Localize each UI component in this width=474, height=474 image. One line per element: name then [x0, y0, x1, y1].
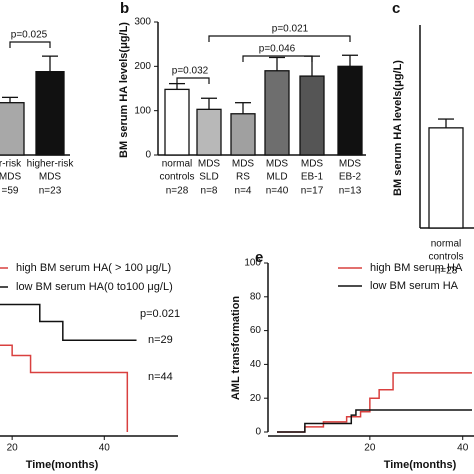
x-tick-label: 40 [457, 443, 469, 454]
n-label: n=40 [266, 186, 289, 197]
bar [164, 88, 190, 156]
y-tick-label: 0 [145, 150, 151, 161]
x-tick-label: controls [428, 252, 463, 263]
x-axis-label: Time(months) [384, 459, 457, 471]
y-axis-label: AML transformation [230, 296, 242, 401]
bracket [176, 77, 210, 84]
x-tick-label: MDS [339, 159, 362, 170]
y-axis-label: BM serum HA levels(μg/L) [392, 60, 404, 196]
y-tick-label: 100 [244, 258, 261, 269]
bar [230, 113, 256, 156]
x-tick-label: 20 [364, 443, 376, 454]
x-tick-label: MDS [266, 159, 289, 170]
annotation: n=44 [148, 371, 173, 383]
legend-label: low BM serum HA(0 to100 μg/L) [16, 281, 173, 293]
panel-label: c [392, 0, 400, 17]
x-tick-label: MDS [301, 159, 324, 170]
km-curve [0, 303, 137, 341]
panel-label: e [255, 249, 263, 266]
x-axis-label: Time(months) [26, 459, 99, 471]
x-tick-label: MDS [39, 172, 62, 183]
x-tick-label: EB-2 [339, 172, 362, 183]
bar [196, 108, 222, 156]
y-tick-label: 0 [255, 427, 261, 438]
x-tick-label: MDS [232, 159, 255, 170]
n-label: =59 [2, 186, 19, 197]
n-label: n=4 [235, 186, 252, 197]
annotation: n=29 [148, 334, 173, 346]
n-label: n=8 [201, 186, 218, 197]
y-axis-label: BM serum HA levels(μg/L) [118, 22, 130, 158]
x-tick-label: r-risk [0, 159, 22, 170]
bracket [208, 35, 351, 42]
bracket [9, 41, 51, 48]
n-label: n=17 [301, 186, 324, 197]
legend-label: high BM serum HA [370, 262, 463, 274]
bracket [242, 55, 313, 62]
bar [35, 71, 65, 156]
km-curve [0, 344, 129, 432]
legend-label: high BM serum HA( > 100 μg/L) [16, 262, 171, 274]
x-tick-label: 40 [99, 443, 111, 454]
y-tick-label: 40 [250, 359, 262, 370]
annotation: p=0.021 [140, 308, 180, 320]
panel-label: b [120, 0, 129, 17]
bar [337, 65, 363, 156]
n-label: n=28 [166, 186, 189, 197]
y-tick-label: 300 [134, 17, 151, 28]
y-tick-label: 20 [250, 393, 262, 404]
x-tick-label: MDS [0, 172, 21, 183]
bar [0, 102, 25, 156]
x-tick-label: controls [159, 172, 194, 183]
x-tick-label: SLD [199, 172, 218, 183]
n-label: n=13 [339, 186, 362, 197]
legend-label: low BM serum HA [370, 280, 459, 292]
y-tick-label: 60 [250, 325, 262, 336]
x-tick-label: normal [162, 159, 193, 170]
p-value: p=0.046 [259, 44, 296, 55]
x-tick-label: 20 [7, 443, 19, 454]
bar [264, 70, 290, 156]
x-tick-label: EB-1 [301, 172, 324, 183]
x-tick-label: MDS [198, 159, 221, 170]
n-label: n=28 [435, 266, 458, 277]
y-tick-label: 200 [134, 61, 151, 72]
x-tick-label: higher-risk [27, 159, 75, 170]
p-value: p=0.025 [11, 30, 48, 41]
bar [299, 75, 325, 156]
x-tick-label: RS [236, 172, 250, 183]
km-curve [277, 372, 472, 433]
p-value: p=0.032 [172, 66, 209, 77]
x-tick-label: normal [431, 239, 462, 250]
n-label: n=23 [39, 186, 62, 197]
bar [428, 127, 464, 229]
x-tick-label: MLD [266, 172, 287, 183]
p-value: p=0.021 [272, 24, 309, 35]
y-tick-label: 100 [134, 105, 151, 116]
km-curve [277, 409, 472, 433]
y-tick-label: 80 [250, 291, 262, 302]
